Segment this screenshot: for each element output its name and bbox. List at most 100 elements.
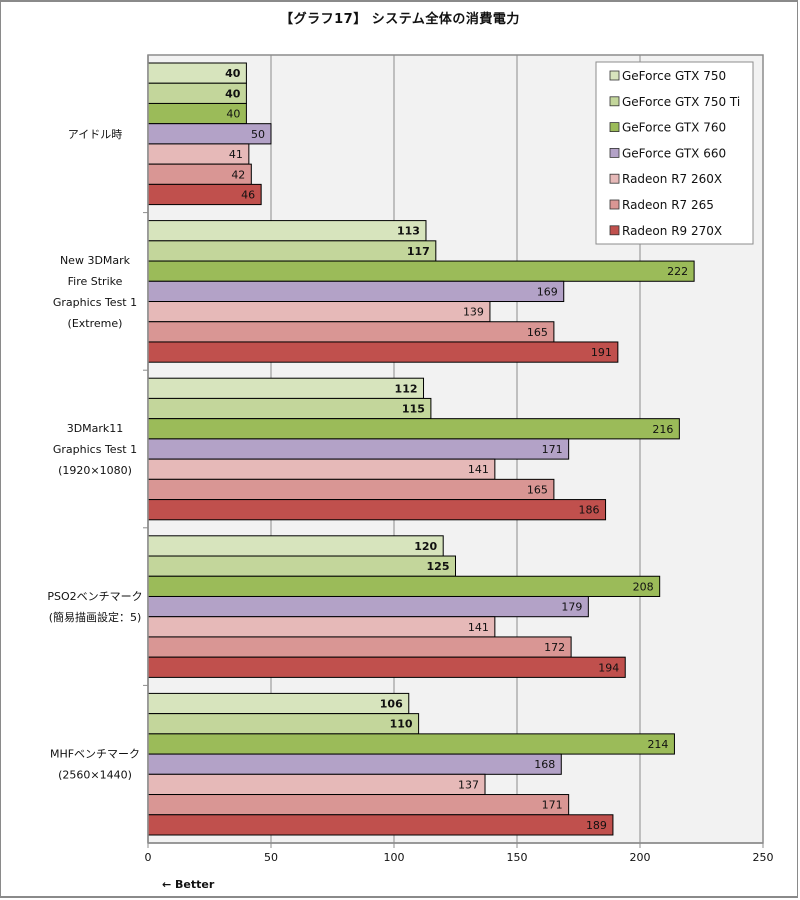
legend-label: Radeon R7 260X bbox=[622, 172, 722, 186]
bar bbox=[147, 301, 491, 323]
legend-swatch bbox=[609, 225, 620, 236]
legend: GeForce GTX 750 GeForce GTX 750 Ti GeForce… bbox=[595, 61, 754, 245]
legend-item: GeForce GTX 660 bbox=[609, 146, 726, 160]
data-label: 189 bbox=[586, 819, 607, 832]
category-label: アイドル時 bbox=[68, 128, 122, 141]
category-labels: アイドル時 New 3DMark Fire Strike Graphics Test … bbox=[47, 128, 142, 782]
legend-item: Radeon R7 260X bbox=[609, 172, 722, 186]
data-label: 137 bbox=[458, 778, 479, 791]
data-label: 115 bbox=[402, 403, 425, 416]
legend-label: Radeon R9 270X bbox=[622, 224, 722, 238]
legend-label: Radeon R7 265 bbox=[622, 198, 714, 212]
x-tick-label: 150 bbox=[507, 851, 528, 864]
data-label: 41 bbox=[229, 148, 243, 161]
bar bbox=[147, 341, 619, 363]
data-label: 169 bbox=[537, 285, 558, 298]
bar bbox=[147, 753, 562, 775]
x-tick-label: 0 bbox=[145, 851, 152, 864]
data-label: 112 bbox=[395, 382, 418, 395]
legend-item: GeForce GTX 750 bbox=[609, 69, 726, 83]
legend-label: GeForce GTX 760 bbox=[622, 121, 726, 135]
data-label: 214 bbox=[647, 738, 668, 751]
data-label: 106 bbox=[380, 698, 403, 711]
bar bbox=[147, 773, 486, 796]
bar bbox=[147, 733, 675, 755]
bars: 40 40 40 50 41 42 46 113 117 222 169 139 165 191 112 11… bbox=[147, 62, 695, 836]
data-label: 46 bbox=[241, 188, 255, 201]
data-label: 141 bbox=[468, 621, 489, 634]
bar bbox=[147, 478, 555, 501]
legend-box bbox=[595, 61, 754, 245]
data-label: 191 bbox=[591, 346, 612, 359]
bar bbox=[147, 616, 496, 638]
data-label: 208 bbox=[633, 580, 654, 593]
category-label: Graphics Test 1 bbox=[53, 443, 137, 456]
legend-label: GeForce GTX 750 bbox=[622, 69, 726, 83]
bar bbox=[147, 260, 695, 282]
x-tick-labels: 0 50 100 150 200 250 bbox=[145, 851, 774, 864]
category-label: PSO2ベンチマーク bbox=[47, 590, 142, 603]
legend-item: Radeon R7 265 bbox=[609, 198, 714, 212]
bar bbox=[147, 575, 661, 597]
data-label: 194 bbox=[598, 661, 619, 674]
legend-label: GeForce GTX 660 bbox=[622, 146, 726, 160]
bar bbox=[147, 595, 589, 618]
x-tick-label: 250 bbox=[753, 851, 774, 864]
data-label: 222 bbox=[667, 265, 688, 278]
legend-item: Radeon R9 270X bbox=[609, 224, 722, 238]
data-label: 216 bbox=[652, 423, 673, 436]
legend-swatch bbox=[609, 147, 620, 158]
bar bbox=[147, 555, 456, 577]
data-label: 117 bbox=[407, 245, 430, 258]
bar bbox=[147, 321, 555, 343]
legend-swatch bbox=[609, 199, 620, 210]
bar bbox=[147, 692, 410, 715]
x-tick-label: 50 bbox=[264, 851, 278, 864]
legend-item: GeForce GTX 760 bbox=[609, 121, 726, 135]
legend-item: GeForce GTX 750 Ti bbox=[609, 95, 740, 109]
category-label: (1920×1080) bbox=[58, 464, 132, 477]
category-label: New 3DMark bbox=[60, 254, 131, 267]
bar bbox=[147, 535, 444, 557]
data-label: 139 bbox=[463, 306, 484, 319]
data-label: 171 bbox=[542, 443, 563, 456]
better-annotation: ← Better bbox=[162, 878, 215, 891]
bar bbox=[147, 656, 626, 678]
data-label: 165 bbox=[527, 326, 548, 339]
bar bbox=[147, 280, 565, 303]
data-label: 171 bbox=[542, 799, 563, 812]
bar bbox=[147, 814, 614, 836]
data-label: 186 bbox=[579, 504, 600, 517]
category-label: Fire Strike bbox=[68, 275, 123, 288]
bar bbox=[147, 636, 572, 658]
data-label: 120 bbox=[414, 540, 437, 553]
data-label: 110 bbox=[390, 718, 413, 731]
bar bbox=[147, 458, 496, 480]
category-label: (2560×1440) bbox=[58, 769, 132, 782]
bar bbox=[147, 499, 607, 521]
data-label: 50 bbox=[251, 128, 265, 141]
category-label: (Extreme) bbox=[68, 317, 123, 330]
data-label: 40 bbox=[226, 108, 240, 121]
axes bbox=[143, 55, 764, 848]
data-label: 42 bbox=[231, 168, 245, 181]
category-label: 3DMark11 bbox=[67, 422, 124, 435]
data-label: 165 bbox=[527, 483, 548, 496]
bar bbox=[147, 377, 425, 399]
bar bbox=[147, 794, 570, 816]
data-label: 179 bbox=[561, 601, 582, 614]
category-label: (簡易描画設定：5) bbox=[49, 610, 142, 624]
bar bbox=[147, 418, 680, 440]
legend-swatch bbox=[609, 122, 620, 132]
category-label: MHFベンチマーク bbox=[50, 748, 140, 761]
legend-swatch bbox=[609, 96, 620, 107]
data-label: 141 bbox=[468, 463, 489, 476]
bar bbox=[147, 713, 420, 735]
legend-swatch bbox=[609, 70, 620, 81]
data-label: 113 bbox=[397, 225, 420, 238]
data-label: 40 bbox=[225, 87, 241, 100]
bar bbox=[147, 397, 432, 420]
bar bbox=[147, 220, 427, 242]
